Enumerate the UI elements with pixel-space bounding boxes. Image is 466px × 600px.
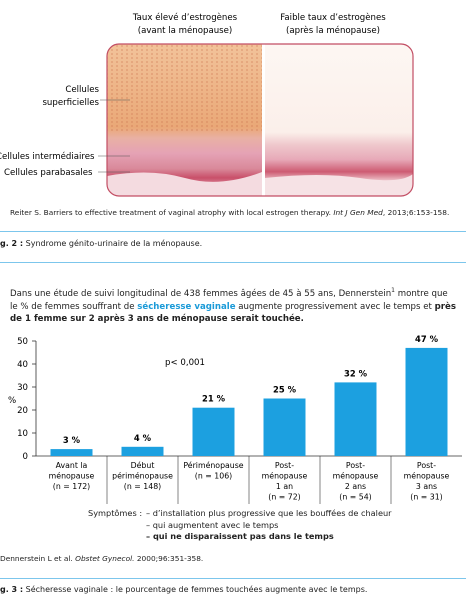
right-heading: (après la ménopause) xyxy=(286,25,380,36)
value-label: 47 % xyxy=(415,334,439,344)
caption-label: g. 2 : xyxy=(0,239,24,248)
cell-label: Cellules intermédiaires xyxy=(0,151,95,162)
bar xyxy=(405,347,448,456)
x-tick-label: Post- xyxy=(275,461,294,470)
figure-caption: g. 2 : Syndrome génito-urinaire de la mé… xyxy=(0,239,202,248)
bar xyxy=(121,446,164,456)
x-tick-label: 2 ans xyxy=(345,482,366,491)
citation-journal: Int J Gen Med xyxy=(333,208,383,217)
citation-text: , 2013;6:153-158. xyxy=(382,208,450,217)
left-heading: (avant la ménopause) xyxy=(138,25,233,36)
footnote-ref: 1 xyxy=(391,287,395,295)
value-label: 21 % xyxy=(202,394,226,404)
x-tick-label: ménopause xyxy=(262,472,308,481)
citation-text: Reiter S. Barriers to effective treatmen… xyxy=(10,208,334,217)
symptom-item: – d’installation plus progressive que le… xyxy=(146,508,392,518)
x-tick-label: ménopause xyxy=(404,472,450,481)
x-tick-label: Début xyxy=(131,461,155,470)
caption-text: Sécheresse vaginale : le pourcentage de … xyxy=(25,585,368,594)
bar xyxy=(192,407,235,456)
x-tick-label: (n = 148) xyxy=(124,482,161,491)
symptoms-label: Symptômes : xyxy=(88,508,143,518)
left-heading: Taux élevé d’estrogènes xyxy=(132,12,238,23)
value-label: 32 % xyxy=(344,368,368,378)
x-tick-label: ménopause xyxy=(333,472,379,481)
annotation: p< 0,001 xyxy=(165,358,205,368)
cell-label: Cellules parabasales xyxy=(4,168,93,178)
x-tick-label: ménopause xyxy=(49,472,95,481)
figure-caption: g. 3 : Sécheresse vaginale : le pourcent… xyxy=(0,585,367,594)
highlight: sécheresse vaginale xyxy=(137,301,236,312)
text: montre que le % de femmes souffrant de xyxy=(10,289,448,312)
text: Dans une étude de suivi longitudinal de … xyxy=(10,289,392,299)
symptoms: Symptômes : – d’installation plus progres… xyxy=(88,508,392,543)
x-tick-label: Post- xyxy=(346,461,365,470)
y-tick-label: 10 xyxy=(17,429,28,439)
separator xyxy=(0,578,466,579)
caption-label: g. 3 : xyxy=(0,585,24,594)
value-label: 25 % xyxy=(273,385,297,395)
x-tick-label: Périménopause xyxy=(183,461,243,470)
emphasis: près de 1 femme sur 2 après 3 ans de mén… xyxy=(10,301,456,325)
citation-text: 2000;96:351-358. xyxy=(134,554,204,563)
x-tick-label: 1 an xyxy=(276,482,293,491)
separator xyxy=(0,262,466,263)
intro-paragraph: Dans une étude de suivi longitudinal de … xyxy=(10,288,458,326)
y-tick-label: 0 xyxy=(23,452,28,462)
symptom-item: – qui augmentent avec le temps xyxy=(146,519,279,530)
bar xyxy=(50,449,93,456)
panel-border xyxy=(106,43,414,197)
x-tick-label: Avant la xyxy=(56,461,88,470)
right-heading: Faible taux d’estrogènes xyxy=(280,12,386,23)
x-tick-label: (n = 106) xyxy=(195,472,232,481)
y-tick-label: 50 xyxy=(17,337,28,347)
x-tick-label: (n = 172) xyxy=(53,482,90,491)
text: augmente progressivement avec le temps e… xyxy=(235,301,435,312)
y-tick-label: 30 xyxy=(17,383,28,393)
citation: Dennerstein L et al. Obstet Gynecol. 200… xyxy=(0,554,203,563)
value-label: 4 % xyxy=(134,433,152,443)
citation-journal: Obstet Gynecol. xyxy=(75,554,135,563)
x-tick-label: (n = 54) xyxy=(339,493,371,502)
x-tick-label: Post- xyxy=(417,461,436,470)
citation: Reiter S. Barriers to effective treatmen… xyxy=(10,208,449,217)
y-axis-label: % xyxy=(8,396,16,406)
citation-text: Dennerstein L et al. xyxy=(0,554,76,563)
bar xyxy=(334,382,377,456)
x-tick-label: (n = 31) xyxy=(410,493,442,502)
bar xyxy=(263,398,306,456)
y-tick-label: 40 xyxy=(17,360,28,370)
x-tick-label: (n = 72) xyxy=(268,493,300,502)
cell-label: Cellules xyxy=(65,85,99,95)
x-tick-label: 3 ans xyxy=(416,482,437,491)
value-label: 3 % xyxy=(63,435,81,445)
caption-text: Syndrome génito-urinaire de la ménopause… xyxy=(25,239,203,248)
bar-chart: 0 10 20 30 40 50% p< 0,001 3 % Avant la ménopause… xyxy=(8,334,462,504)
separator xyxy=(0,231,466,232)
histology-illustration xyxy=(107,44,413,196)
symptom-item: – qui ne disparaissent pas dans le temps xyxy=(146,531,334,541)
y-tick-label: 20 xyxy=(17,406,28,416)
x-tick-label: périménopause xyxy=(112,472,173,481)
cell-label: superficielles xyxy=(42,98,99,108)
